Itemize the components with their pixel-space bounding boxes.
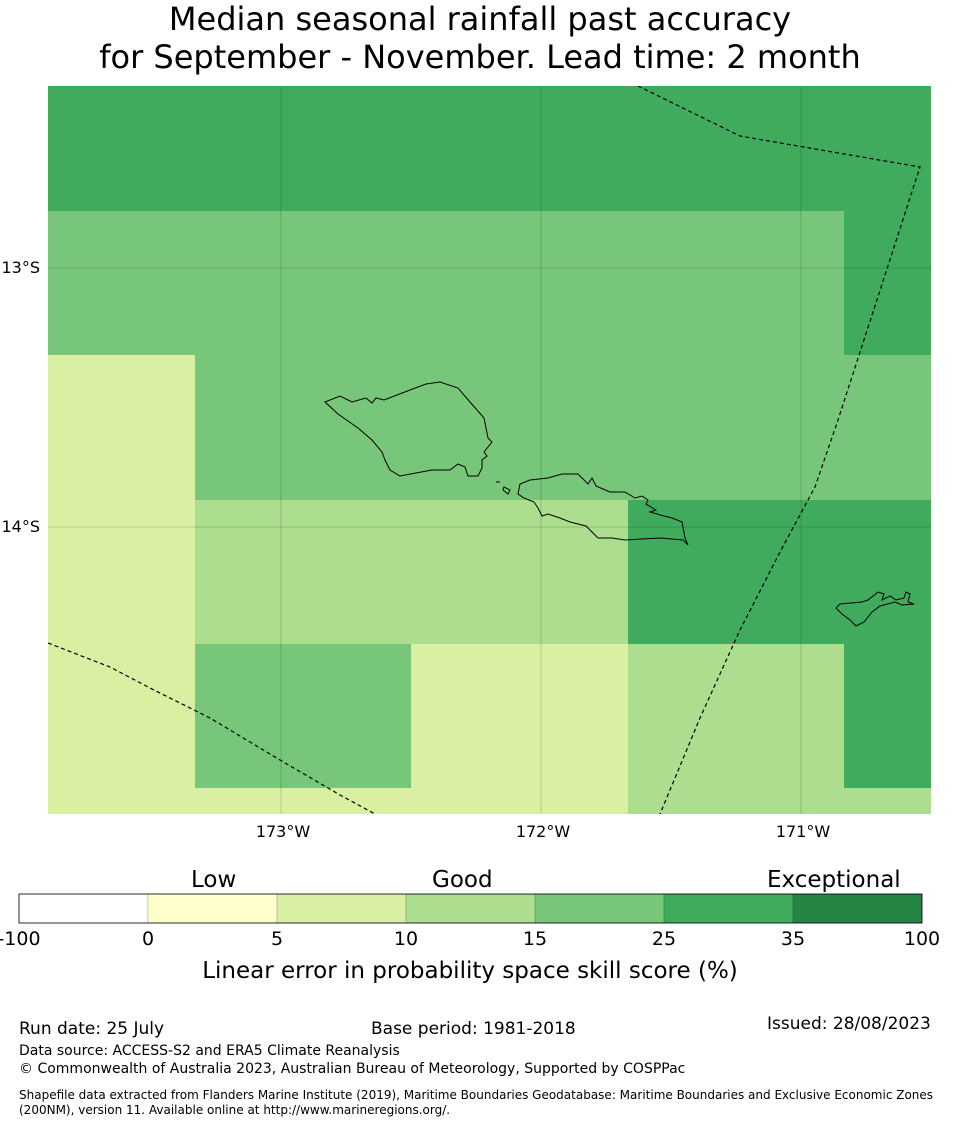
colorbar-category-low: Low (191, 867, 237, 893)
data-source: Data source: ACCESS-S2 and ERA5 Climate … (19, 1043, 400, 1059)
grid-cell (195, 355, 931, 500)
lon-label-172w: 172°W (516, 822, 571, 841)
colorbar-swatch (792, 893, 923, 924)
eez-boundary (48, 86, 921, 814)
copyright: © Commonwealth of Australia 2023, Austra… (19, 1061, 686, 1077)
shapefile-credit-line-2: (200NM), version 11. Available online at… (19, 1103, 451, 1117)
savaii-island (324, 381, 493, 477)
grid-cell (195, 644, 411, 788)
colorbar-swatch (147, 893, 278, 924)
base-period: Base period: 1981-2018 (371, 1019, 576, 1039)
tutuila-island (835, 591, 915, 627)
grid-cell (195, 788, 411, 814)
colorbar-swatch (405, 893, 536, 924)
colorbar-tick-label: 100 (903, 928, 941, 950)
shapefile-credit-line-1: Shapefile data extracted from Flanders M… (19, 1088, 934, 1102)
colorbar-tick-label: 25 (651, 928, 677, 950)
skill-grid (48, 86, 931, 814)
lat-label-14s: 14°S (1, 517, 40, 536)
colorbar-category-good: Good (432, 867, 493, 893)
grid-cell (411, 644, 628, 814)
colorbar-swatch (534, 893, 665, 924)
grid-cell (195, 500, 628, 644)
colorbar (18, 893, 923, 924)
run-date: Run date: 25 July (19, 1019, 165, 1039)
colorbar-tick-label: 15 (522, 928, 548, 950)
lat-label-13s: 13°S (1, 258, 40, 277)
upolu-island (496, 473, 689, 546)
island-outlines (324, 381, 915, 627)
title-line-1: Median seasonal rainfall past accuracy (168, 0, 792, 38)
grid-cell (48, 211, 844, 355)
grid-cell (844, 644, 931, 788)
colorbar-tick-label: 35 (780, 928, 806, 950)
colorbar-tick-label: 10 (393, 928, 419, 950)
colorbar-tick-label: 5 (270, 928, 284, 950)
grid-cell (48, 86, 931, 211)
colorbar-category-exceptional: Exceptional (767, 867, 901, 893)
lon-label-171w: 171°W (776, 822, 831, 841)
colorbar-swatch (663, 893, 794, 924)
grid-cell (48, 355, 195, 814)
colorbar-swatch (18, 893, 149, 924)
lon-label-173w: 173°W (256, 822, 311, 841)
colorbar-label: Linear error in probability space skill … (202, 958, 738, 984)
grid-cell (844, 211, 931, 355)
map-canvas: 13°S 14°S 173°W 172°W 171°W (1, 86, 931, 841)
grid-cell (844, 788, 931, 814)
graticule (48, 86, 931, 814)
colorbar-swatch (276, 893, 407, 924)
colorbar-tick-label: 0 (141, 928, 155, 950)
title-line-2: for September - November. Lead time: 2 m… (99, 38, 861, 76)
grid-cell (628, 500, 931, 644)
issued-date: Issued: 28/08/2023 (767, 1014, 931, 1034)
grid-cell (628, 644, 844, 814)
colorbar-tick-label: -100 (0, 928, 41, 950)
